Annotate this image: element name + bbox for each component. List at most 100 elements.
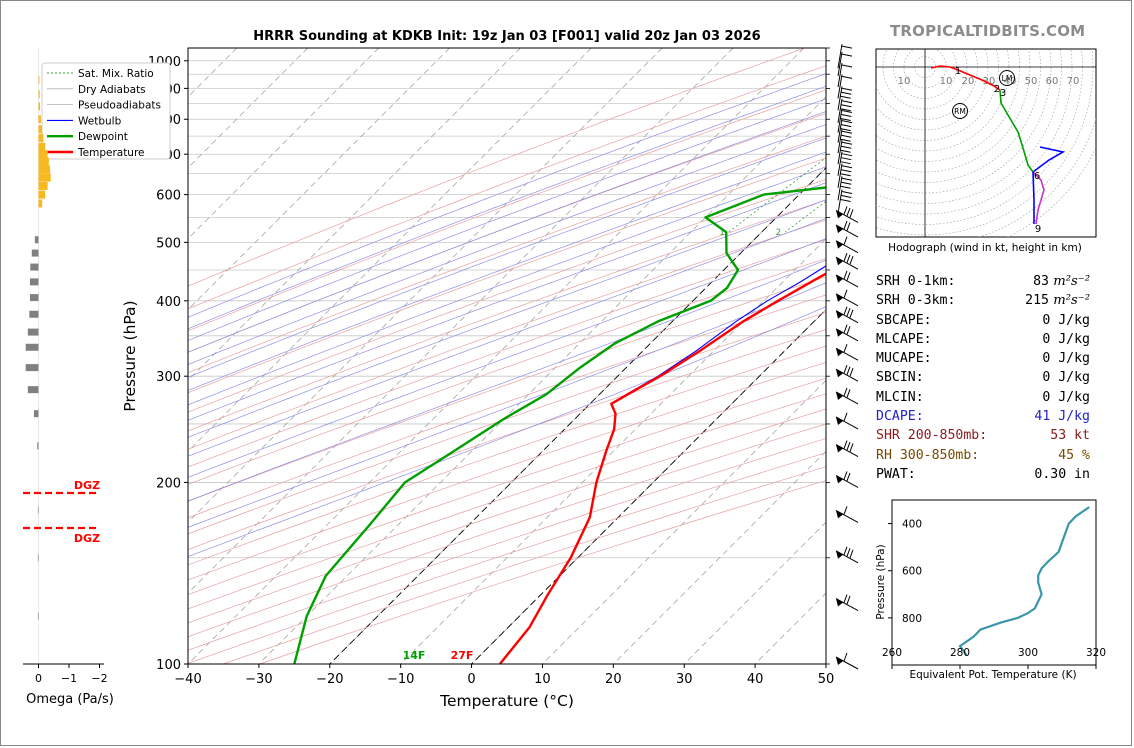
hodograph-marker-label: RM	[954, 107, 966, 116]
barb-flag	[841, 87, 853, 91]
dry-adiabat	[188, 312, 826, 535]
wind-barb	[837, 140, 853, 165]
x-tick-label: −10	[387, 672, 414, 687]
barb-flag	[841, 169, 852, 173]
barb-flag	[846, 441, 851, 451]
barb-flag	[843, 344, 848, 353]
hodograph-frame	[875, 48, 1097, 238]
theta-e-x-tick-label: 320	[1086, 647, 1106, 659]
barb-flag	[843, 412, 848, 422]
parameter-number: 0	[1042, 370, 1051, 386]
wind-barbs	[835, 44, 859, 670]
theta-e-line	[958, 506, 1090, 657]
legend-box	[41, 62, 171, 160]
parameter-label: DCAPE:	[876, 409, 924, 425]
hodograph-ring-label: 70	[1067, 76, 1080, 87]
parameter-row: PWAT: 0.30 in	[876, 465, 1090, 484]
omega-bar	[29, 294, 39, 302]
moist-adiabat	[188, 137, 826, 378]
wind-barb	[837, 189, 853, 214]
wind-barb	[835, 270, 859, 288]
barb-pennant	[836, 510, 843, 519]
barb-shaft	[837, 129, 843, 154]
wind-barb	[837, 44, 853, 69]
parameter-value: 0 J/kg	[1042, 330, 1090, 349]
x-tick-label: 30	[676, 672, 693, 687]
omega-bar	[25, 364, 39, 372]
barb-flag	[841, 100, 853, 104]
isotherm-line	[188, 48, 592, 452]
barb-flag	[841, 165, 853, 169]
barb-shaft	[835, 310, 859, 324]
dry-adiabat	[188, 89, 826, 332]
wind-barb	[835, 506, 859, 523]
barb-flag	[841, 53, 853, 57]
barb-flag	[840, 118, 851, 122]
barb-flag	[841, 145, 852, 149]
omega-bar	[37, 442, 39, 450]
parameter-row: SBCIN: 0 J/kg	[876, 368, 1090, 387]
dry-adiabat	[188, 377, 826, 595]
x-axis-label: Temperature (°C)	[439, 692, 574, 710]
parameter-row: SHR 200-850mb: 53 kt	[876, 426, 1090, 445]
dry-adiabat	[188, 48, 805, 287]
legend-label: Pseudoadiabats	[78, 100, 161, 112]
omega-bar	[38, 115, 41, 124]
barb-shaft	[835, 598, 859, 611]
wind-barb	[837, 163, 853, 188]
series-temperature-line	[498, 272, 826, 664]
barb-shaft	[835, 509, 859, 523]
wind-barb	[835, 220, 859, 238]
barb-flag	[843, 365, 848, 374]
barb-flag	[841, 91, 852, 95]
moist-adiabat	[188, 306, 826, 558]
parameter-value: 83 m²s⁻²	[1033, 272, 1090, 291]
moist-adiabat	[188, 166, 826, 406]
omega-panel: DGZ DGZ 0 −1 −2 Omega (Pa/s)	[23, 48, 114, 707]
barb-shaft	[837, 151, 843, 176]
parameter-unit: J/kg	[1050, 351, 1090, 367]
y-tick-label: 600	[156, 189, 181, 204]
theta-e-y-label: Pressure (hPa)	[875, 544, 887, 619]
barb-shaft	[835, 550, 859, 564]
barb-flag	[843, 289, 848, 299]
parameter-value: 41 J/kg	[1034, 407, 1090, 426]
barb-flag	[841, 190, 853, 194]
barb-shaft	[837, 74, 843, 99]
dry-adiabat	[188, 135, 826, 374]
barb-flag	[840, 108, 851, 112]
parameter-row: MUCAPE: 0 J/kg	[876, 349, 1090, 368]
hodograph-ring-label: 10	[898, 76, 911, 87]
hodograph-trace	[999, 89, 1034, 173]
dry-adiabat	[188, 393, 826, 610]
barb-shaft	[835, 224, 859, 238]
wind-barb	[835, 306, 859, 324]
barb-flag	[841, 120, 853, 124]
barb-shaft	[835, 256, 859, 270]
wind-barb	[835, 387, 859, 405]
x-tick-label: −20	[316, 672, 343, 687]
barb-flag	[846, 254, 851, 263]
parameter-number: 41	[1034, 409, 1051, 425]
x-tick-label: 20	[605, 672, 622, 687]
barb-flag	[843, 253, 848, 262]
parameter-number: 0	[1042, 351, 1051, 367]
barb-flag	[849, 209, 854, 218]
barb-flag	[841, 157, 852, 161]
barb-flag	[846, 272, 851, 281]
theta-e-panel: 260 280 300 320 400 600 800 Equivalent Pot. Tem…	[875, 499, 1106, 681]
dry-adiabat	[188, 329, 826, 550]
moist-adiabat	[188, 218, 826, 457]
barb-pennant	[836, 598, 843, 607]
parameter-row: SBCAPE: 0 J/kg	[876, 311, 1090, 330]
wind-barb	[837, 176, 853, 201]
omega-bar	[38, 190, 46, 199]
moist-adiabat	[188, 111, 826, 353]
omega-bar	[38, 90, 40, 99]
omega-x-tick-label: −2	[91, 672, 107, 685]
barb-flag	[846, 326, 851, 335]
parameter-row: SRH 0-3km: 215 m²s⁻²	[876, 291, 1090, 310]
hodograph-rings: 10 10 20 30 40 50 60 70 1 2 3 6 9 LM RM	[876, 49, 1096, 237]
wind-barb	[835, 471, 859, 488]
